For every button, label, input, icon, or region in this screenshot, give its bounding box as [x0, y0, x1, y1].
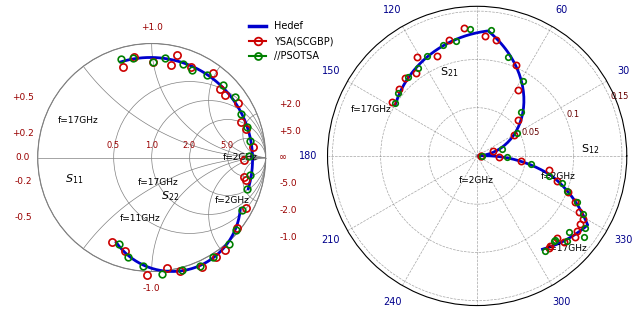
Text: f=17GHz: f=17GHz: [350, 105, 391, 114]
Text: f=2GHz: f=2GHz: [459, 176, 494, 185]
Text: S$_{21}$: S$_{21}$: [440, 66, 458, 79]
Text: -2.0: -2.0: [279, 206, 297, 215]
Text: -0.2: -0.2: [14, 177, 32, 186]
Text: 1.0: 1.0: [145, 141, 158, 150]
Text: f=2GHz: f=2GHz: [214, 196, 249, 205]
Text: 5.0: 5.0: [221, 141, 233, 150]
Text: -1.0: -1.0: [279, 233, 297, 242]
Text: +0.5: +0.5: [12, 93, 34, 102]
Text: ∞: ∞: [279, 152, 288, 163]
Text: f=2GHz: f=2GHz: [222, 153, 257, 162]
Text: S$_{22}$: S$_{22}$: [161, 190, 179, 203]
Text: f=11GHz: f=11GHz: [120, 214, 161, 223]
Text: f=17GHz: f=17GHz: [547, 244, 587, 253]
Text: +5.0: +5.0: [279, 127, 301, 136]
Text: f=17GHz: f=17GHz: [138, 178, 179, 187]
Text: 0.0: 0.0: [16, 153, 30, 162]
Legend: Hedef, YSA(SCGBP), //PSOTSA: Hedef, YSA(SCGBP), //PSOTSA: [245, 17, 337, 65]
Text: 0.5: 0.5: [107, 141, 120, 150]
Text: f=17GHz: f=17GHz: [58, 116, 99, 125]
Text: -5.0: -5.0: [279, 179, 297, 188]
Text: -0.5: -0.5: [14, 213, 32, 222]
Text: S$_{12}$: S$_{12}$: [581, 142, 600, 156]
Text: -1.0: -1.0: [143, 284, 161, 293]
Text: +0.2: +0.2: [12, 129, 33, 138]
Text: 2.0: 2.0: [183, 141, 196, 150]
Text: +2.0: +2.0: [279, 100, 301, 109]
Text: f=2GHz: f=2GHz: [540, 172, 576, 181]
Text: +1.0: +1.0: [141, 23, 162, 32]
Text: S$_{11}$: S$_{11}$: [65, 173, 83, 186]
